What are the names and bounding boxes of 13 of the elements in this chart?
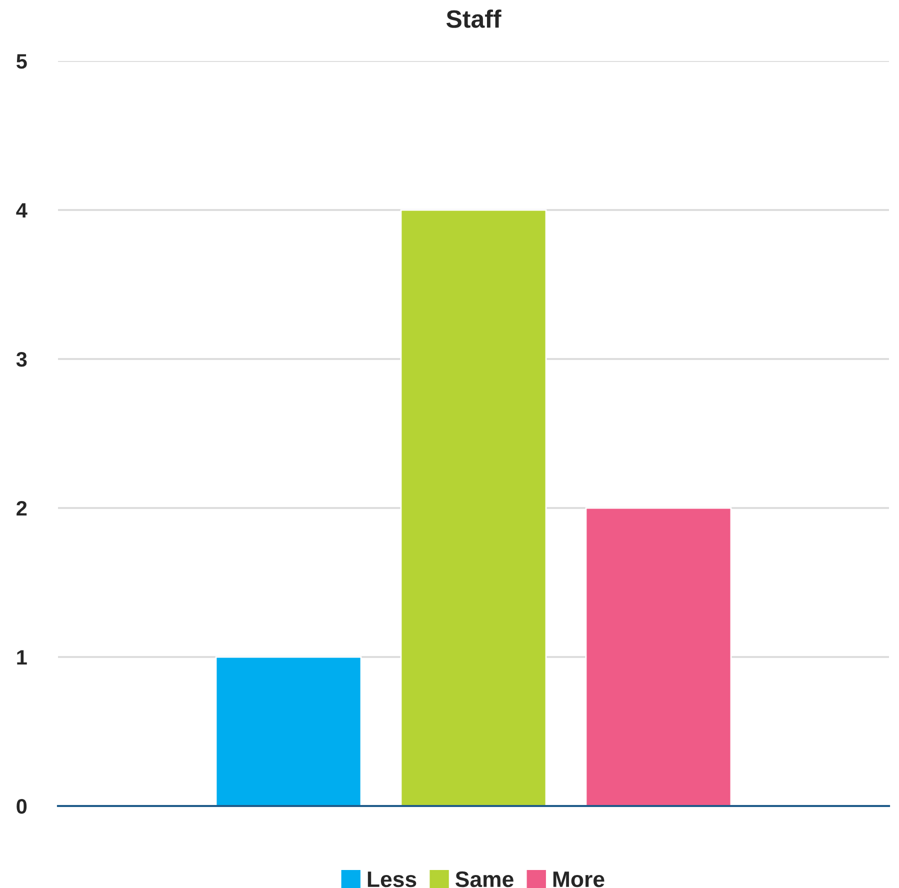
bar	[400, 209, 547, 806]
bar	[215, 656, 362, 806]
legend-label: Same	[455, 871, 514, 888]
y-tick-label: 5	[16, 54, 27, 69]
legend-label: More	[553, 872, 604, 888]
y-tick-label: 3	[16, 352, 27, 367]
bar	[585, 507, 732, 806]
chart-title: Staff	[446, 10, 502, 28]
y-tick-label: 0	[16, 799, 27, 814]
y-tick-label: 4	[16, 203, 28, 218]
y-tick-label: 2	[16, 501, 27, 516]
legend-label: Less	[368, 872, 416, 888]
y-tick-label: 1	[17, 650, 27, 665]
